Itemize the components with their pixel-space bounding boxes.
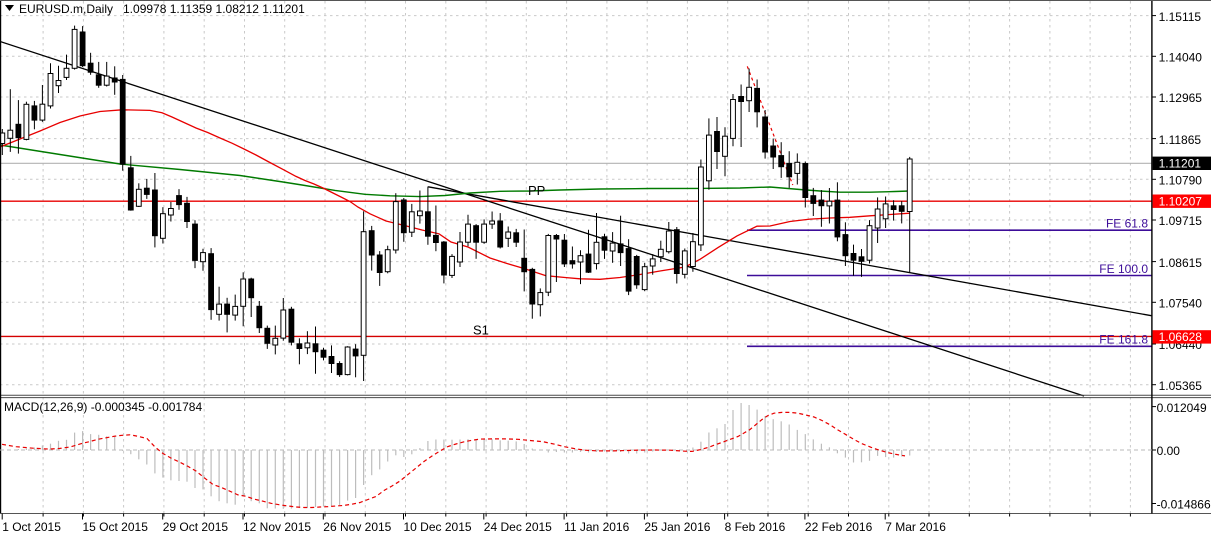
svg-text:11 Jan 2016: 11 Jan 2016 xyxy=(564,520,629,534)
svg-text:-0.014866: -0.014866 xyxy=(1157,498,1211,512)
svg-text:1.11865: 1.11865 xyxy=(1159,133,1202,147)
svg-text:S1: S1 xyxy=(473,323,489,338)
svg-text:EURUSD.m,Daily 1.09978 1.113: EURUSD.m,Daily 1.09978 1.11359 1.08212 1… xyxy=(19,2,305,16)
svg-text:8 Feb 2016: 8 Feb 2016 xyxy=(725,520,786,534)
svg-text:22 Feb 2016: 22 Feb 2016 xyxy=(805,520,873,534)
svg-text:0.012049: 0.012049 xyxy=(1157,401,1207,415)
svg-text:1.14040: 1.14040 xyxy=(1159,51,1203,65)
svg-text:1.05365: 1.05365 xyxy=(1159,379,1203,393)
svg-text:FE 161.8: FE 161.8 xyxy=(1099,333,1148,347)
svg-text:25 Jan 2016: 25 Jan 2016 xyxy=(644,520,710,534)
svg-text:1.15115: 1.15115 xyxy=(1159,10,1202,24)
svg-text:24 Dec 2015: 24 Dec 2015 xyxy=(484,520,552,534)
svg-text:1.11201: 1.11201 xyxy=(1159,157,1202,171)
svg-text:1.08615: 1.08615 xyxy=(1159,256,1203,270)
svg-text:FE 100.0: FE 100.0 xyxy=(1099,262,1148,276)
svg-text:1 Oct 2015: 1 Oct 2015 xyxy=(2,520,61,534)
svg-text:7 Mar 2016: 7 Mar 2016 xyxy=(885,520,946,534)
svg-text:29 Oct 2015: 29 Oct 2015 xyxy=(163,520,229,534)
svg-text:1.06628: 1.06628 xyxy=(1159,330,1203,344)
svg-text:FE 61.8: FE 61.8 xyxy=(1106,217,1148,231)
svg-text:0.00: 0.00 xyxy=(1157,444,1181,458)
svg-text:1.10207: 1.10207 xyxy=(1159,195,1203,209)
svg-text:10 Dec 2015: 10 Dec 2015 xyxy=(404,520,472,534)
svg-text:MACD(12,26,9) -0.000345 -0.001: MACD(12,26,9) -0.000345 -0.001784 xyxy=(4,400,202,414)
svg-text:PP: PP xyxy=(528,183,545,198)
svg-text:1.12965: 1.12965 xyxy=(1159,91,1203,105)
svg-text:26 Nov 2015: 26 Nov 2015 xyxy=(323,520,391,534)
svg-text:1.10790: 1.10790 xyxy=(1159,174,1203,188)
svg-text:1.07540: 1.07540 xyxy=(1159,297,1203,311)
svg-text:12 Nov 2015: 12 Nov 2015 xyxy=(243,520,311,534)
svg-text:1.09715: 1.09715 xyxy=(1159,214,1203,228)
svg-text:15 Oct 2015: 15 Oct 2015 xyxy=(83,520,149,534)
